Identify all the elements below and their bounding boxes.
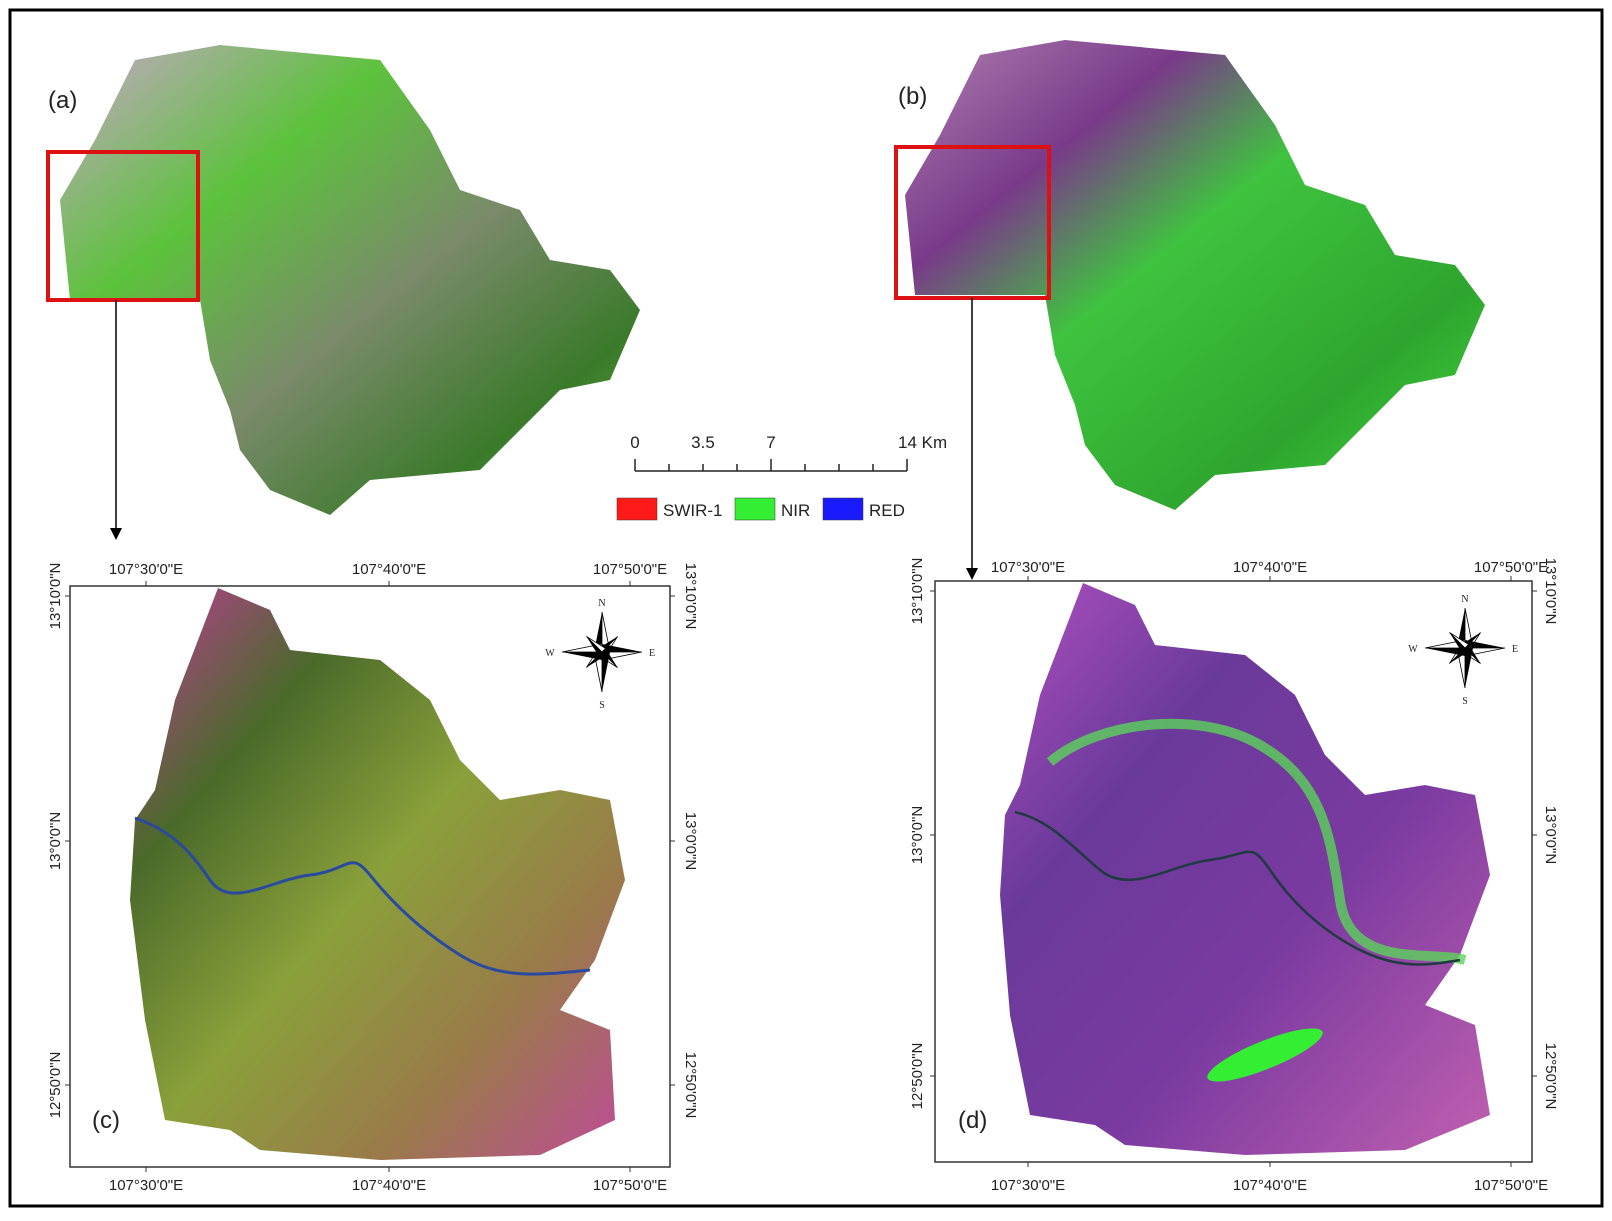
compass-rose: N E S W	[1408, 594, 1518, 707]
panel-label: (a)	[48, 87, 77, 114]
ridge	[1046, 718, 1467, 965]
compass-point	[602, 652, 610, 692]
compass-point	[1465, 640, 1505, 648]
compass-point	[586, 636, 602, 656]
compass-point	[586, 636, 607, 653]
coordinates: 107°30'0"E 107°30'0"E 107°40'0"E 107°40'0"E…	[47, 558, 1559, 1194]
arrow	[115, 298, 973, 570]
field	[1207, 1028, 1323, 1082]
panel-label: (b)	[898, 83, 927, 110]
longitude-label: 107°50'0"E	[593, 1177, 667, 1194]
latitude-label: 13°0'0"N	[1542, 806, 1559, 864]
figure-border	[8, 8, 1604, 1208]
compass-point	[1449, 632, 1470, 649]
latitude-label: 13°0'0"N	[682, 812, 699, 870]
latitude-label: 13°0'0"N	[909, 806, 926, 864]
satellite-map	[130, 588, 625, 1160]
compass-letter: W	[545, 648, 555, 659]
legend-label: SWIR-1	[663, 501, 723, 520]
compass-letter: S	[1462, 696, 1468, 707]
compass-letter: N	[598, 598, 605, 609]
arrowhead	[966, 568, 978, 580]
latitude-label: 13°10'0"N	[909, 558, 926, 625]
longitude-label: 107°30'0"E	[109, 1177, 183, 1194]
longitude-label: 107°50'0"E	[1474, 559, 1548, 576]
scale-label: 3.5	[691, 433, 715, 452]
compass-letter: N	[1461, 594, 1468, 605]
longitude-label: 107°40'0"E	[352, 1177, 426, 1194]
longitude-label: 107°50'0"E	[1474, 1177, 1548, 1194]
legend-swatch	[616, 497, 658, 521]
longitude-label: 107°40'0"E	[352, 561, 426, 578]
longitude-label: 107°30'0"E	[991, 1177, 1065, 1194]
panel-label: (d)	[958, 1107, 987, 1134]
longitude-label: 107°40'0"E	[1233, 559, 1307, 576]
latitude-label: 12°50'0"N	[47, 1052, 64, 1119]
latitude-label: 13°10'0"N	[47, 563, 64, 630]
scale-bar	[634, 459, 908, 472]
compass-point	[1465, 648, 1473, 688]
satellite-map	[60, 45, 640, 515]
river	[134, 816, 591, 976]
compass-letter: E	[649, 648, 655, 659]
compass-point	[1449, 632, 1465, 652]
compass-rose: N E S W	[545, 598, 655, 711]
river	[1014, 810, 1461, 966]
longitude-label: 107°40'0"E	[1233, 1177, 1307, 1194]
latitude-label: 13°0'0"N	[47, 812, 64, 870]
compasses: N E S W N E S W	[545, 594, 1518, 711]
compass-point	[1425, 648, 1465, 656]
scale-label: 0	[630, 433, 639, 452]
legend-swatch	[822, 497, 864, 521]
scale-label: 14 Km	[898, 433, 947, 452]
legend-label: RED	[869, 501, 905, 520]
latitude-label: 13°10'0"N	[1542, 558, 1559, 625]
compass-letter: E	[1512, 644, 1518, 655]
longitude-label: 107°50'0"E	[593, 561, 667, 578]
legend-swatch	[734, 497, 776, 521]
latitude-label: 12°50'0"N	[1542, 1043, 1559, 1110]
satellite-map	[905, 40, 1485, 510]
legend-label: NIR	[781, 501, 810, 520]
longitude-label: 107°30'0"E	[991, 559, 1065, 576]
longitude-label: 107°30'0"E	[109, 561, 183, 578]
inset-box	[46, 150, 200, 302]
latitude-label: 13°10'0"N	[682, 563, 699, 630]
legend: SWIR-1 NIR RED	[616, 497, 905, 521]
arrowhead	[110, 528, 122, 540]
panel-label: (c)	[92, 1107, 120, 1134]
compass-point	[562, 652, 602, 660]
latitude-label: 12°50'0"N	[909, 1043, 926, 1110]
compass-letter: W	[1408, 644, 1418, 655]
compass-letter: S	[599, 700, 605, 711]
scale-label: 7	[766, 433, 775, 452]
compass-point	[602, 644, 642, 652]
latitude-label: 12°50'0"N	[682, 1052, 699, 1119]
